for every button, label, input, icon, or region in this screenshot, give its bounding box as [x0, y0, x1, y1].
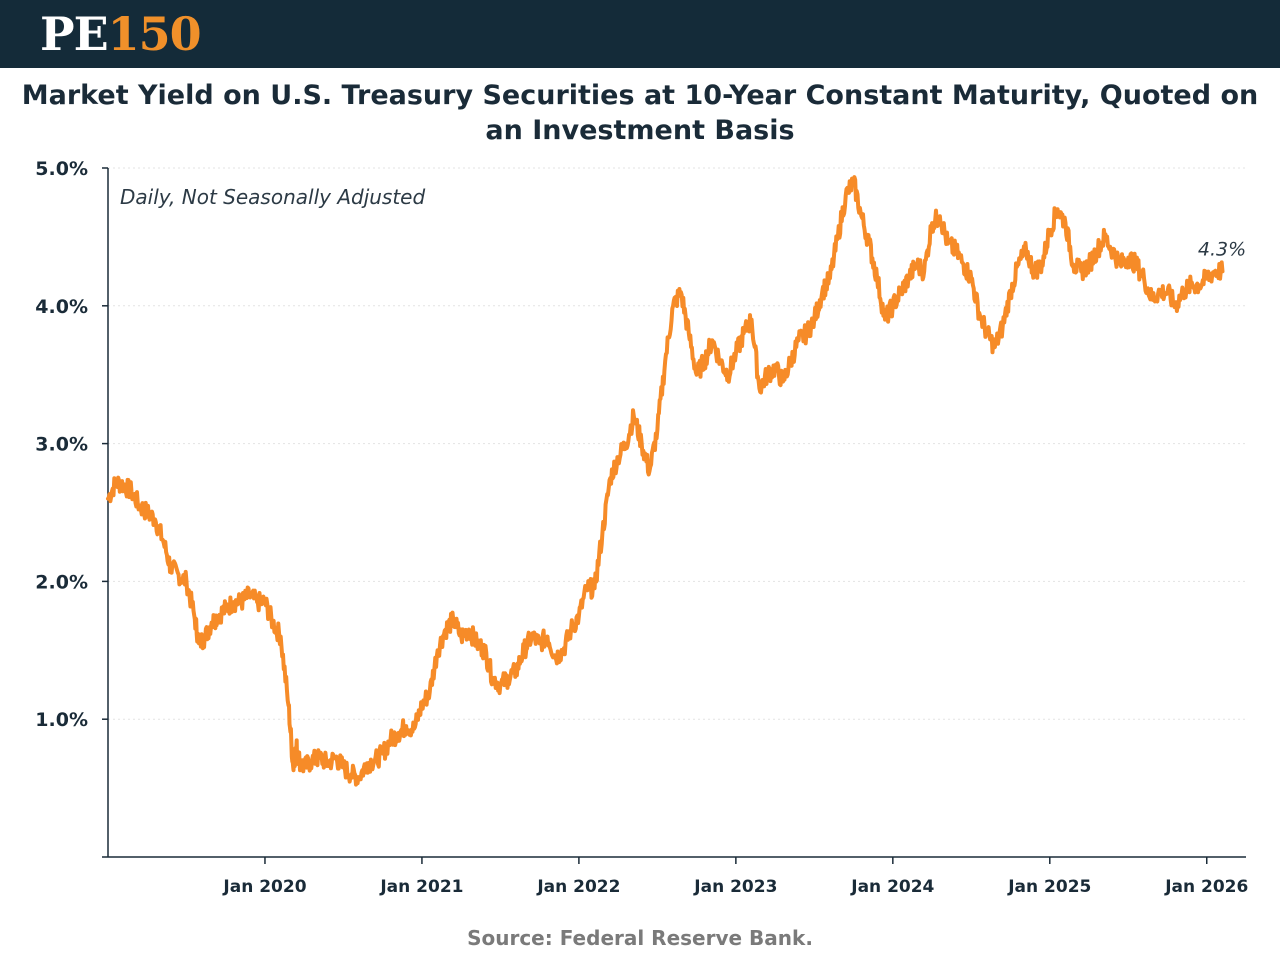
source-note: Source: Federal Reserve Bank. [467, 926, 813, 950]
logo-pe: PE [40, 7, 109, 61]
x-tick-label: Jan 2024 [850, 877, 934, 897]
x-tick-label: Jan 2026 [1164, 877, 1248, 897]
pe150-logo[interactable]: PE150 [40, 7, 202, 61]
x-tick-label: Jan 2025 [1007, 877, 1091, 897]
x-tick-label: Jan 2023 [693, 877, 777, 897]
y-tick-label: 3.0% [35, 434, 88, 456]
x-tick-label: Jan 2020 [222, 877, 306, 897]
end-value-label: 4.3% [1198, 238, 1246, 260]
chart-title: Market Yield on U.S. Treasury Securities… [21, 80, 1259, 146]
y-tick-label: 5.0% [35, 158, 88, 180]
x-tick-label: Jan 2021 [379, 877, 463, 897]
series-line-10y-yield [106, 175, 1225, 787]
y-tick-label: 2.0% [35, 571, 88, 593]
y-ticks: 1.0% 2.0% 3.0% 4.0% 5.0% [35, 158, 108, 731]
header-banner: PE150 [0, 0, 1280, 68]
x-tick-label: Jan 2022 [536, 877, 620, 897]
y-tick-label: 4.0% [35, 296, 88, 318]
chart-subtitle: Daily, Not Seasonally Adjusted [120, 185, 425, 209]
y-tick-label: 1.0% [35, 709, 88, 731]
line-chart: 1.0%2.0%3.0%4.0%5.0% Jan 2020 Jan 2021 Jan… [35, 158, 1248, 897]
logo-150: 150 [107, 7, 202, 61]
x-ticks: Jan 2020 Jan 2021 Jan 2022 Jan 2023 Jan 2024… [222, 857, 1248, 897]
